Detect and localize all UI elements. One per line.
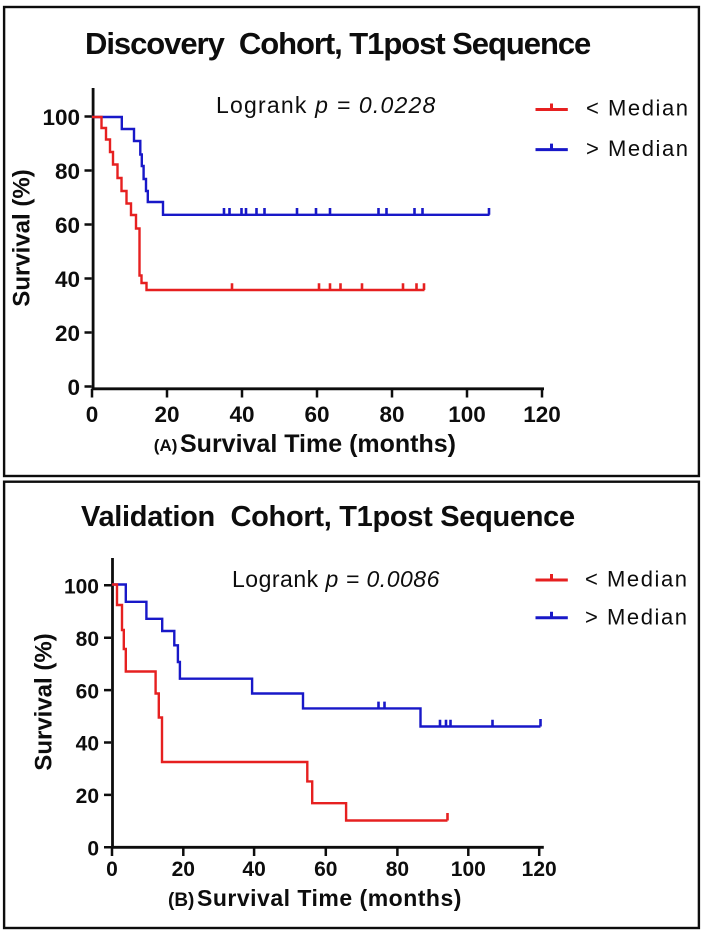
svg-text:20: 20 <box>154 402 179 427</box>
svg-text:< Median: < Median <box>586 96 690 121</box>
svg-text:20: 20 <box>172 858 195 881</box>
svg-text:80: 80 <box>379 402 404 427</box>
svg-text:80: 80 <box>386 858 409 881</box>
svg-text:20: 20 <box>76 785 99 808</box>
svg-text:100: 100 <box>451 858 486 881</box>
svg-text:Survival Time (months): Survival Time (months) <box>180 430 456 458</box>
svg-text:> Median: > Median <box>585 605 689 630</box>
svg-text:60: 60 <box>55 213 80 238</box>
svg-text:0: 0 <box>106 858 118 881</box>
svg-text:120: 120 <box>522 858 557 881</box>
svg-text:80: 80 <box>55 159 80 184</box>
svg-text:Logrank p = 0.0086: Logrank p = 0.0086 <box>232 566 440 592</box>
svg-text:0: 0 <box>86 402 99 427</box>
svg-text:0: 0 <box>67 375 80 400</box>
svg-text:Discovery Cohort, T1post Sequ: Discovery Cohort, T1post Sequence <box>85 26 591 61</box>
svg-text:80: 80 <box>76 628 99 651</box>
svg-text:60: 60 <box>314 858 337 881</box>
svg-text:Validation Cohort, T1post Seq: Validation Cohort, T1post Sequence <box>81 501 575 533</box>
svg-text:100: 100 <box>448 402 486 427</box>
svg-text:40: 40 <box>242 858 265 881</box>
svg-text:(B): (B) <box>168 890 194 911</box>
svg-text:40: 40 <box>76 733 99 756</box>
svg-text:60: 60 <box>304 402 329 427</box>
svg-text:Logrank p = 0.0228: Logrank p = 0.0228 <box>216 92 436 118</box>
svg-text:(A): (A) <box>154 436 178 455</box>
svg-text:< Median: < Median <box>585 567 689 592</box>
svg-text:120: 120 <box>523 402 561 427</box>
svg-text:0: 0 <box>87 838 99 861</box>
svg-text:Survival (%): Survival (%) <box>31 633 58 770</box>
svg-text:60: 60 <box>76 681 99 704</box>
svg-text:Survival (%): Survival (%) <box>9 169 36 306</box>
svg-text:40: 40 <box>229 402 254 427</box>
svg-text:40: 40 <box>55 267 80 292</box>
svg-text:20: 20 <box>55 321 80 346</box>
svg-text:Survival Time (months): Survival Time (months) <box>197 885 462 911</box>
svg-text:> Median: > Median <box>586 136 690 161</box>
svg-text:100: 100 <box>64 576 99 599</box>
svg-text:100: 100 <box>42 105 80 130</box>
